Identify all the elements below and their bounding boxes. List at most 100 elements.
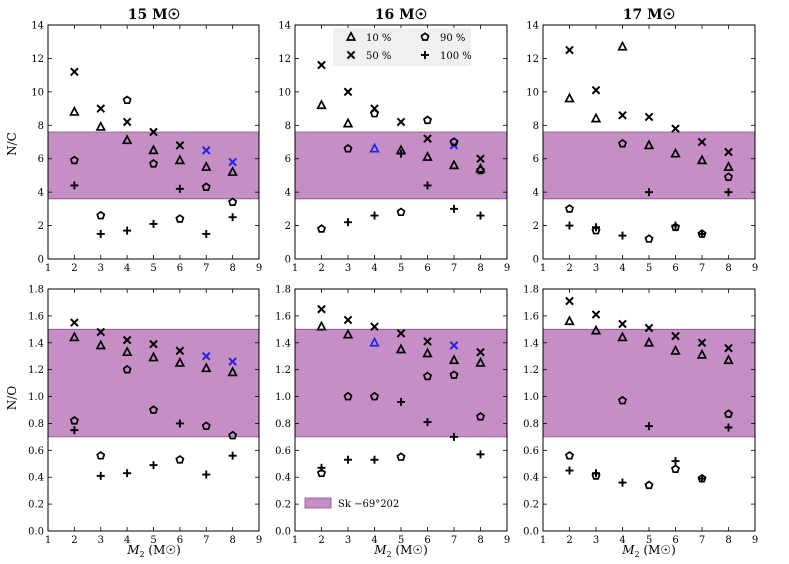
data-point-pentagon xyxy=(148,158,159,168)
y-tick-label: 6 xyxy=(533,154,539,165)
x-tick-label: 5 xyxy=(646,535,652,546)
data-point-cross xyxy=(228,157,237,167)
data-point-triangle xyxy=(174,154,186,165)
data-point-triangle xyxy=(201,161,212,171)
data-point-pentagon xyxy=(343,143,353,153)
x-tick-label: 4 xyxy=(371,535,377,546)
data-point-pentagon xyxy=(644,234,654,243)
data-point-plus xyxy=(450,432,458,441)
data-point-pentagon xyxy=(316,224,327,233)
data-point-cross xyxy=(671,124,680,133)
data-point-pentagon xyxy=(449,137,459,146)
data-point-cross xyxy=(671,331,680,341)
data-point-triangle xyxy=(121,134,133,145)
data-point-cross xyxy=(724,343,733,353)
legend-label-50: 50 % xyxy=(366,51,391,62)
data-point-plus xyxy=(317,463,326,472)
y-tick-label: 0.6 xyxy=(523,446,539,457)
y-tick-label: 1.4 xyxy=(28,338,44,349)
y-tick-label: 1.2 xyxy=(28,365,44,376)
data-point-pentagon xyxy=(228,430,238,440)
data-point-cross xyxy=(396,117,406,127)
data-point-plus xyxy=(96,471,105,480)
data-point-pentagon xyxy=(449,370,459,379)
y-tick-label: 8 xyxy=(533,121,539,132)
marker-legend: 10 % 90 % 50 % 100 % xyxy=(333,28,472,66)
x-tick-label: 7 xyxy=(699,263,705,274)
data-point-triangle xyxy=(723,354,734,365)
data-point-triangle xyxy=(670,147,681,158)
y-tick-label: 0.0 xyxy=(523,527,539,538)
x-tick-label: 6 xyxy=(424,263,430,274)
y-tick-label: 1.8 xyxy=(523,285,539,296)
y-tick-label: 0.4 xyxy=(523,473,539,484)
legend-label-100: 100 % xyxy=(440,51,472,62)
legend-marker-pentagon xyxy=(420,32,430,41)
y-tick-label: 1.2 xyxy=(275,365,291,376)
data-point-cross xyxy=(175,141,185,150)
x-tick-label: 4 xyxy=(124,535,130,546)
data-point-cross xyxy=(70,67,79,77)
x-tick-label: 5 xyxy=(398,535,404,546)
data-point-triangle xyxy=(95,339,106,350)
data-point-cross xyxy=(201,351,211,361)
data-point-plus xyxy=(698,474,706,483)
y-tick-label: 0.0 xyxy=(28,527,44,538)
data-point-pentagon xyxy=(564,204,575,213)
data-point-plus xyxy=(149,219,158,228)
x-tick-label: 5 xyxy=(150,263,156,274)
data-point-cross xyxy=(697,137,707,147)
data-point-pentagon xyxy=(422,115,433,125)
data-point-plus xyxy=(96,229,105,238)
data-point-pentagon xyxy=(723,409,734,418)
data-point-cross xyxy=(565,296,574,306)
x-tick-label: 3 xyxy=(345,263,351,274)
data-point-plus xyxy=(724,423,733,432)
band-legend: Sk −69°202 xyxy=(300,493,418,513)
data-point-pentagon xyxy=(396,452,406,461)
data-point-cross xyxy=(228,357,237,366)
y-tick-label: 12 xyxy=(31,54,44,65)
legend-marker-cross xyxy=(346,50,356,60)
legend-marker-triangle xyxy=(345,30,357,41)
data-point-cross xyxy=(96,104,106,113)
data-point-pentagon xyxy=(96,210,106,220)
marker-legend-box xyxy=(333,28,471,66)
panel-5: 1 2 3 4 5 6 7 8 9 0.0 0.2 0.4 0.6 0.8 1.0 1.2 1.4 1.6 1.8 xyxy=(275,285,510,547)
data-point-plus xyxy=(202,229,211,238)
x-tick-label: 6 xyxy=(672,535,678,546)
y-tick-label: 0 xyxy=(38,255,44,266)
x-tick-label: 5 xyxy=(646,263,652,274)
x-tick-label: 9 xyxy=(752,263,758,274)
band-legend-label: Sk −69°202 xyxy=(338,499,399,510)
data-point-pentagon xyxy=(175,454,185,464)
data-point-plus xyxy=(565,221,574,230)
data-point-cross xyxy=(618,110,627,120)
data-point-plus xyxy=(698,229,706,238)
legend-marker-plus xyxy=(421,51,429,59)
y-tick-label: 1.8 xyxy=(275,285,291,296)
data-point-pentagon xyxy=(175,214,185,223)
y-tick-label: 2 xyxy=(533,221,539,232)
y-axis-label-no: N/O xyxy=(5,386,19,411)
data-point-triangle xyxy=(95,120,106,131)
legend-label-90: 90 % xyxy=(440,33,465,44)
x-tick-label: 1 xyxy=(292,263,298,274)
x-tick-label: 5 xyxy=(150,535,156,546)
y-tick-label: 14 xyxy=(526,21,539,32)
x-tick-label: 3 xyxy=(98,263,104,274)
data-point-plus xyxy=(645,188,653,197)
data-point-pentagon xyxy=(316,468,327,478)
data-point-plus xyxy=(202,470,211,479)
data-point-plus xyxy=(344,218,352,227)
y-tick-label: 1.0 xyxy=(275,392,291,403)
data-point-triangle xyxy=(617,331,628,342)
data-point-triangle xyxy=(670,344,681,355)
data-point-cross xyxy=(149,127,158,137)
data-point-triangle xyxy=(369,142,380,153)
x-tick-label: 4 xyxy=(619,263,625,274)
data-point-pentagon xyxy=(148,405,159,414)
data-point-triangle xyxy=(617,40,628,51)
legend-triangle-marker xyxy=(345,30,357,41)
x-tick-label: 1 xyxy=(45,263,51,274)
